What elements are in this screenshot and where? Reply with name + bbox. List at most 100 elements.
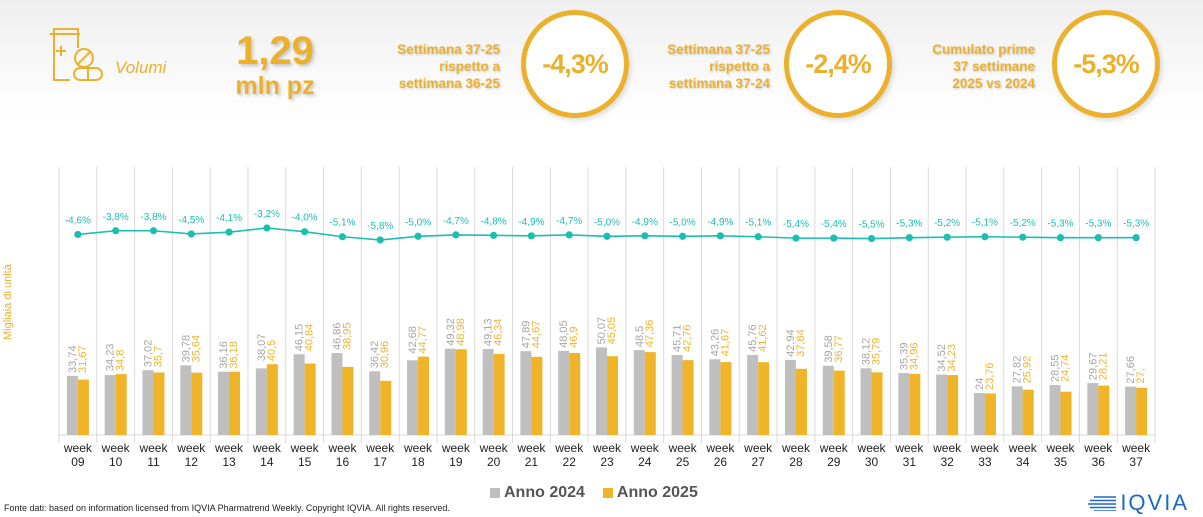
bar-2024 (1049, 385, 1061, 435)
bar-label-2025: 25,92 (1022, 356, 1034, 384)
kpi-1-line: Settimana 37-25 (397, 42, 500, 57)
bar-2024 (293, 354, 305, 435)
x-tick-label: 22 (563, 455, 577, 469)
bar-2024 (520, 351, 532, 435)
medicine-bottle-pills-icon (50, 28, 103, 81)
trend-label: -5,5% (858, 220, 884, 231)
kpi-2-line: settimana 37-24 (668, 76, 770, 91)
x-tick-label: 30 (865, 455, 879, 469)
bar-2024 (633, 350, 645, 435)
bar-2024 (860, 368, 872, 435)
bar-label-2024: 47,89 (520, 321, 532, 349)
bar-2024 (973, 393, 985, 435)
trend-label: -5,2% (934, 218, 960, 229)
x-tick-label: week (63, 441, 93, 455)
kpi-2-circle: -2,4% (784, 10, 892, 118)
bar-2025 (569, 352, 581, 435)
trend-point (149, 227, 158, 235)
bar-label-2025: 35,7 (152, 346, 164, 367)
trend-label: -3,8% (103, 212, 129, 223)
bar-2025 (947, 375, 959, 435)
legend-swatch-2025 (602, 488, 613, 498)
trend-point (452, 231, 460, 239)
trend-label: -4,9% (518, 217, 544, 228)
bar-2024 (369, 371, 381, 435)
bar-label-2025: 34,23 (946, 344, 958, 372)
bar-2025 (871, 372, 883, 435)
bar-2025 (77, 379, 89, 435)
bar-2025 (304, 363, 316, 435)
bar-2025 (682, 360, 694, 435)
trend-point (603, 232, 611, 240)
bar-label-2024: 45,71 (672, 324, 684, 352)
trend-point (1019, 233, 1027, 241)
kpi-3-line: Cumulato prime (932, 42, 1035, 57)
bar-2025 (229, 371, 241, 435)
bar-label-2025: 44,67 (530, 321, 542, 349)
trend-point (1056, 234, 1065, 242)
trend-label: -4,9% (632, 217, 658, 228)
bar-2024 (558, 350, 570, 435)
x-tick-label: week (970, 441, 1000, 455)
x-tick-label: week (365, 441, 395, 455)
trend-label: -3,2% (254, 209, 280, 220)
bar-label-2025: 45,05 (606, 317, 618, 345)
x-tick-label: 21 (525, 455, 539, 469)
trend-point (678, 232, 687, 240)
trend-point (490, 231, 498, 239)
trend-label: -5,0% (594, 217, 620, 228)
bar-2025 (1136, 387, 1148, 435)
trend-label: -5,3% (1123, 219, 1149, 230)
trend-point (943, 233, 951, 241)
x-tick-label: week (138, 441, 168, 455)
bar-label-2024: 39,58 (823, 335, 835, 363)
trend-label: -5,3% (1047, 219, 1073, 230)
bar-label-2025: 30,96 (379, 341, 391, 369)
bar-2024 (784, 359, 796, 435)
bar-label-2025: 27, (1135, 368, 1147, 383)
bar-label-2025: 23,76 (984, 362, 996, 390)
trend-label: -4,7% (556, 216, 582, 227)
bar-2025 (833, 370, 845, 435)
bar-label-2024: 29,67 (1087, 353, 1099, 381)
trend-label: -5,4% (821, 219, 847, 230)
bar-2025 (418, 356, 430, 435)
x-tick-label: week (403, 441, 433, 455)
bar-label-2024: 45,76 (747, 324, 759, 352)
x-tick-label: week (516, 441, 546, 455)
x-tick-label: week (1046, 441, 1076, 455)
y-axis-label: Migliaia di unità (2, 264, 14, 340)
x-tick-label: 32 (940, 455, 954, 469)
bar-label-2025: 47,36 (644, 320, 656, 348)
total-unit: mln pz (235, 72, 315, 100)
x-tick-label: week (176, 441, 206, 455)
bar-2025 (455, 349, 467, 435)
bar-2024 (407, 360, 419, 435)
bar-2024 (747, 354, 759, 435)
kpi-1-circle: -4,3% (521, 10, 629, 118)
x-tick-label: 37 (1129, 455, 1143, 469)
bar-label-2024: 38,12 (861, 338, 873, 366)
bar-2025 (380, 380, 392, 435)
x-tick-label: week (668, 441, 698, 455)
x-tick-label: 26 (714, 455, 728, 469)
trend-label: -4,7% (443, 216, 469, 227)
bar-2024 (180, 365, 192, 435)
x-tick-label: week (554, 441, 584, 455)
bar-2024 (596, 347, 607, 435)
trend-point (338, 233, 347, 241)
bar-label-2024: 48,05 (558, 320, 570, 348)
x-tick-label: week (630, 441, 660, 455)
bar-label-2024: 42,68 (407, 326, 419, 354)
x-tick-label: 28 (789, 455, 803, 469)
bar-label-2025: 40,84 (304, 324, 316, 352)
x-tick-label: 23 (600, 455, 614, 469)
kpi-3-description: Cumulato prime 37 settimane 2025 vs 2024 (895, 41, 1035, 92)
x-tick-label: 13 (222, 455, 236, 469)
x-tick-label: 34 (1016, 455, 1030, 469)
bar-label-2025: 46,34 (493, 318, 505, 346)
x-tick-label: 11 (147, 455, 160, 469)
bar-label-2025: 46,9 (568, 326, 580, 347)
bar-label-2024: 35,39 (898, 343, 910, 371)
bar-label-2025: 35,79 (871, 338, 883, 366)
